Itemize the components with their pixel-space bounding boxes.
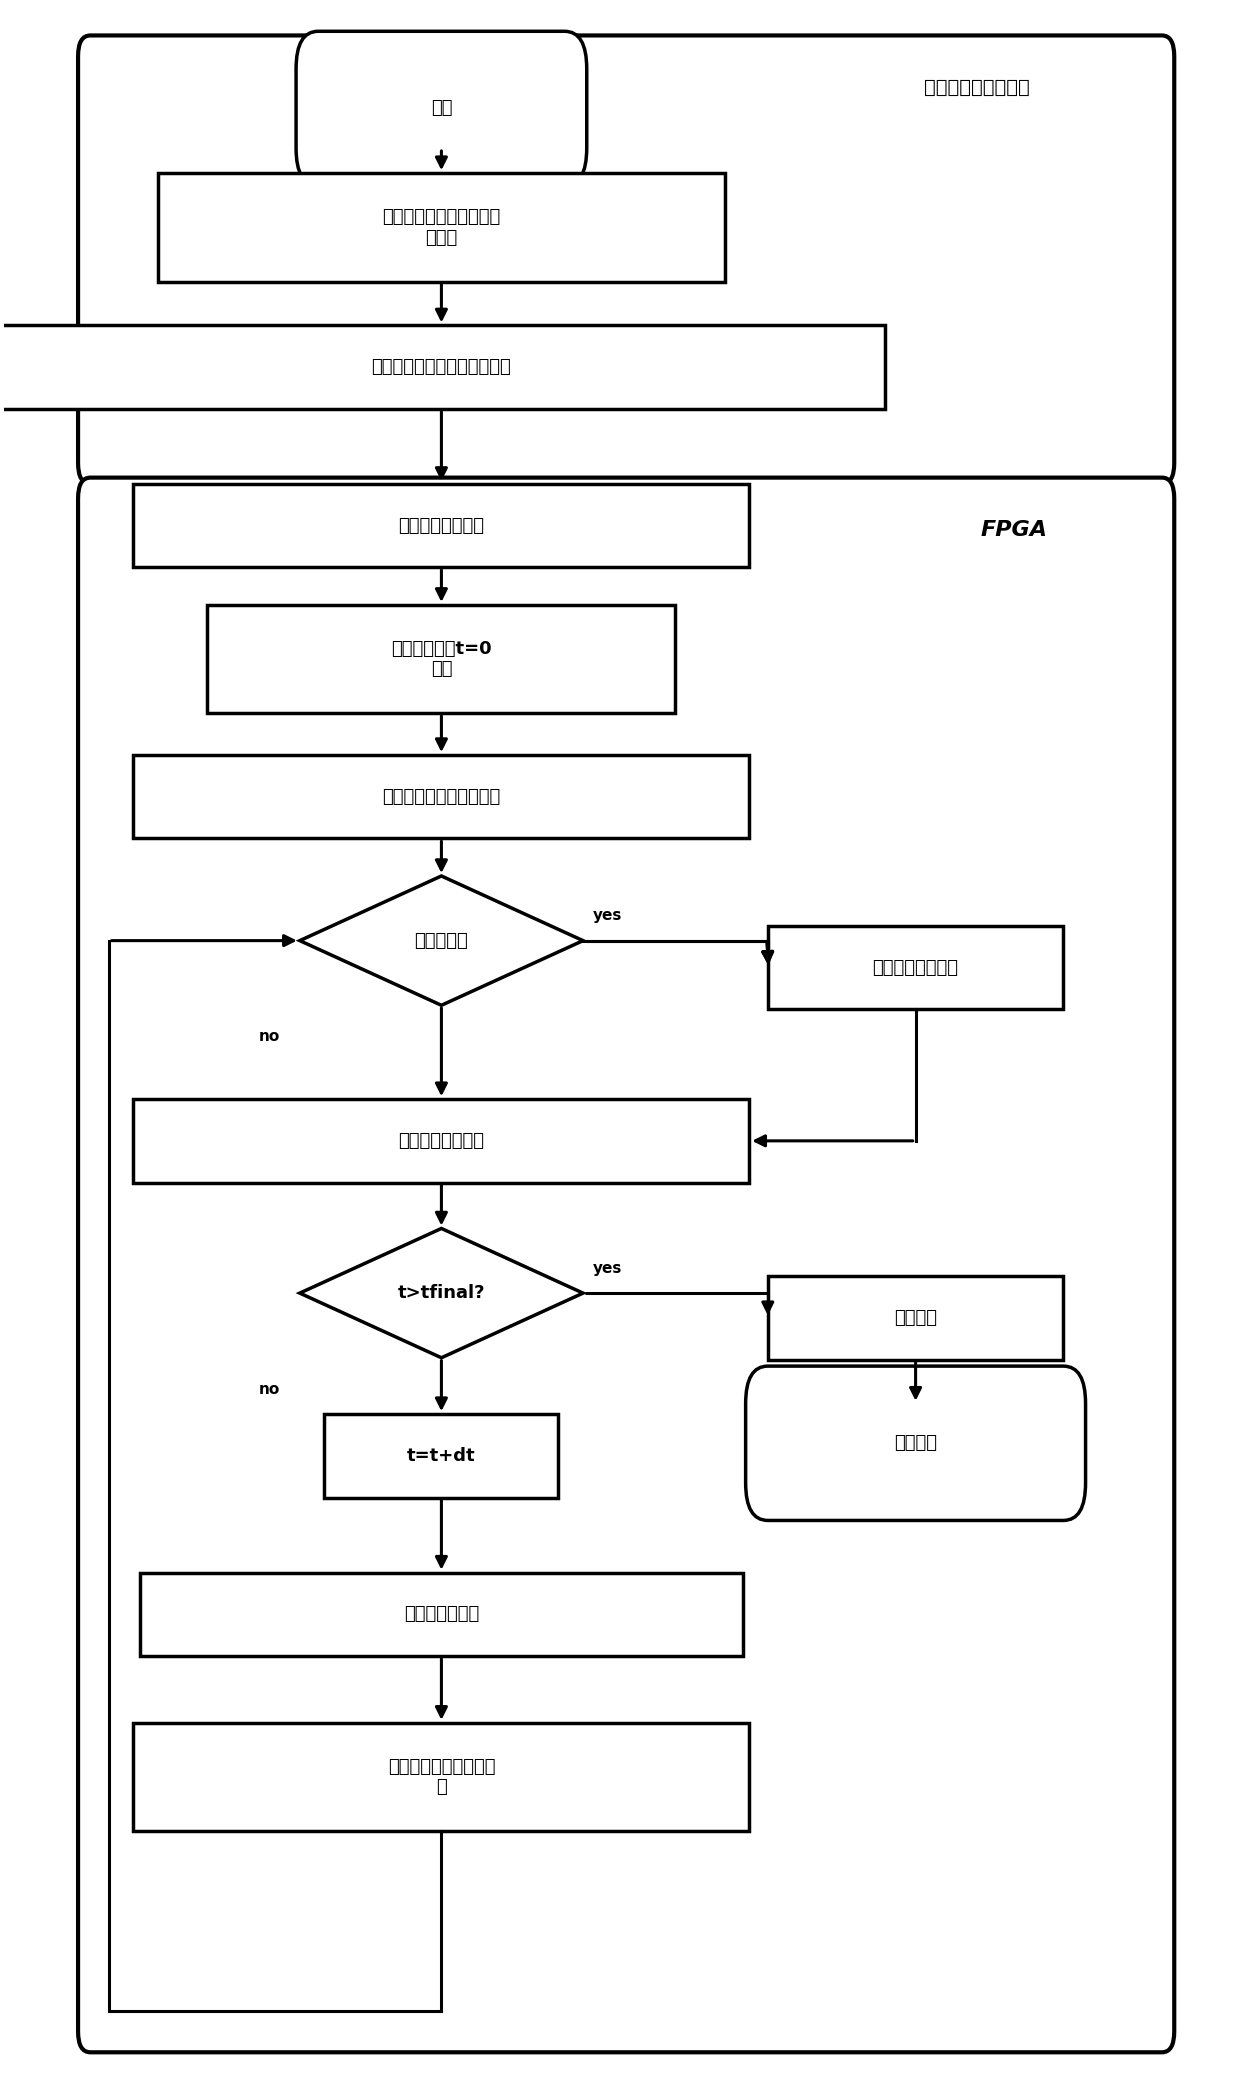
- Bar: [207, 605, 676, 714]
- Text: 小步长仿真从t=0
开始: 小步长仿真从t=0 开始: [391, 639, 492, 678]
- Bar: [134, 756, 749, 838]
- FancyBboxPatch shape: [745, 1365, 1085, 1520]
- Text: 选取新的电导矩阵: 选取新的电导矩阵: [873, 959, 959, 976]
- Text: yes: yes: [593, 1261, 622, 1275]
- Bar: [140, 1573, 743, 1656]
- Text: 服务器端大步长系统: 服务器端大步长系统: [924, 77, 1030, 96]
- Text: yes: yes: [593, 909, 622, 923]
- FancyBboxPatch shape: [78, 477, 1174, 2052]
- Bar: [325, 1413, 558, 1497]
- Text: 开关动作？: 开关动作？: [414, 932, 469, 951]
- Text: 求解节点电压向量: 求解节点电压向量: [398, 1133, 485, 1150]
- Text: no: no: [258, 1028, 279, 1045]
- Text: 设置系统初始化数据及拓
扑信息: 设置系统初始化数据及拓 扑信息: [382, 207, 501, 247]
- Text: 元件区数据更新: 元件区数据更新: [404, 1606, 479, 1623]
- Text: FPGA: FPGA: [981, 519, 1048, 540]
- Bar: [0, 325, 885, 408]
- Text: 系统停止: 系统停止: [894, 1434, 937, 1453]
- Bar: [134, 484, 749, 567]
- Text: t=t+dt: t=t+dt: [407, 1447, 476, 1466]
- Polygon shape: [300, 1229, 583, 1357]
- Text: 形成电导矩阵与元件节点信息: 形成电导矩阵与元件节点信息: [372, 358, 511, 377]
- Polygon shape: [300, 875, 583, 1005]
- Text: 输出结果: 输出结果: [894, 1309, 937, 1328]
- Text: 计算节点历史电流注入
值: 计算节点历史电流注入 值: [388, 1757, 495, 1797]
- Text: 开始: 开始: [430, 98, 453, 117]
- FancyBboxPatch shape: [296, 31, 587, 186]
- Bar: [134, 1723, 749, 1832]
- Text: t>tfinal?: t>tfinal?: [398, 1284, 485, 1302]
- FancyBboxPatch shape: [78, 36, 1174, 484]
- Bar: [768, 1277, 1064, 1359]
- Bar: [159, 174, 724, 281]
- Text: no: no: [258, 1382, 279, 1397]
- Text: 数据写入，初始化: 数据写入，初始化: [398, 517, 485, 534]
- Text: 计算更新电流源、电压源: 计算更新电流源、电压源: [382, 787, 501, 806]
- Bar: [768, 926, 1064, 1009]
- Bar: [134, 1099, 749, 1183]
